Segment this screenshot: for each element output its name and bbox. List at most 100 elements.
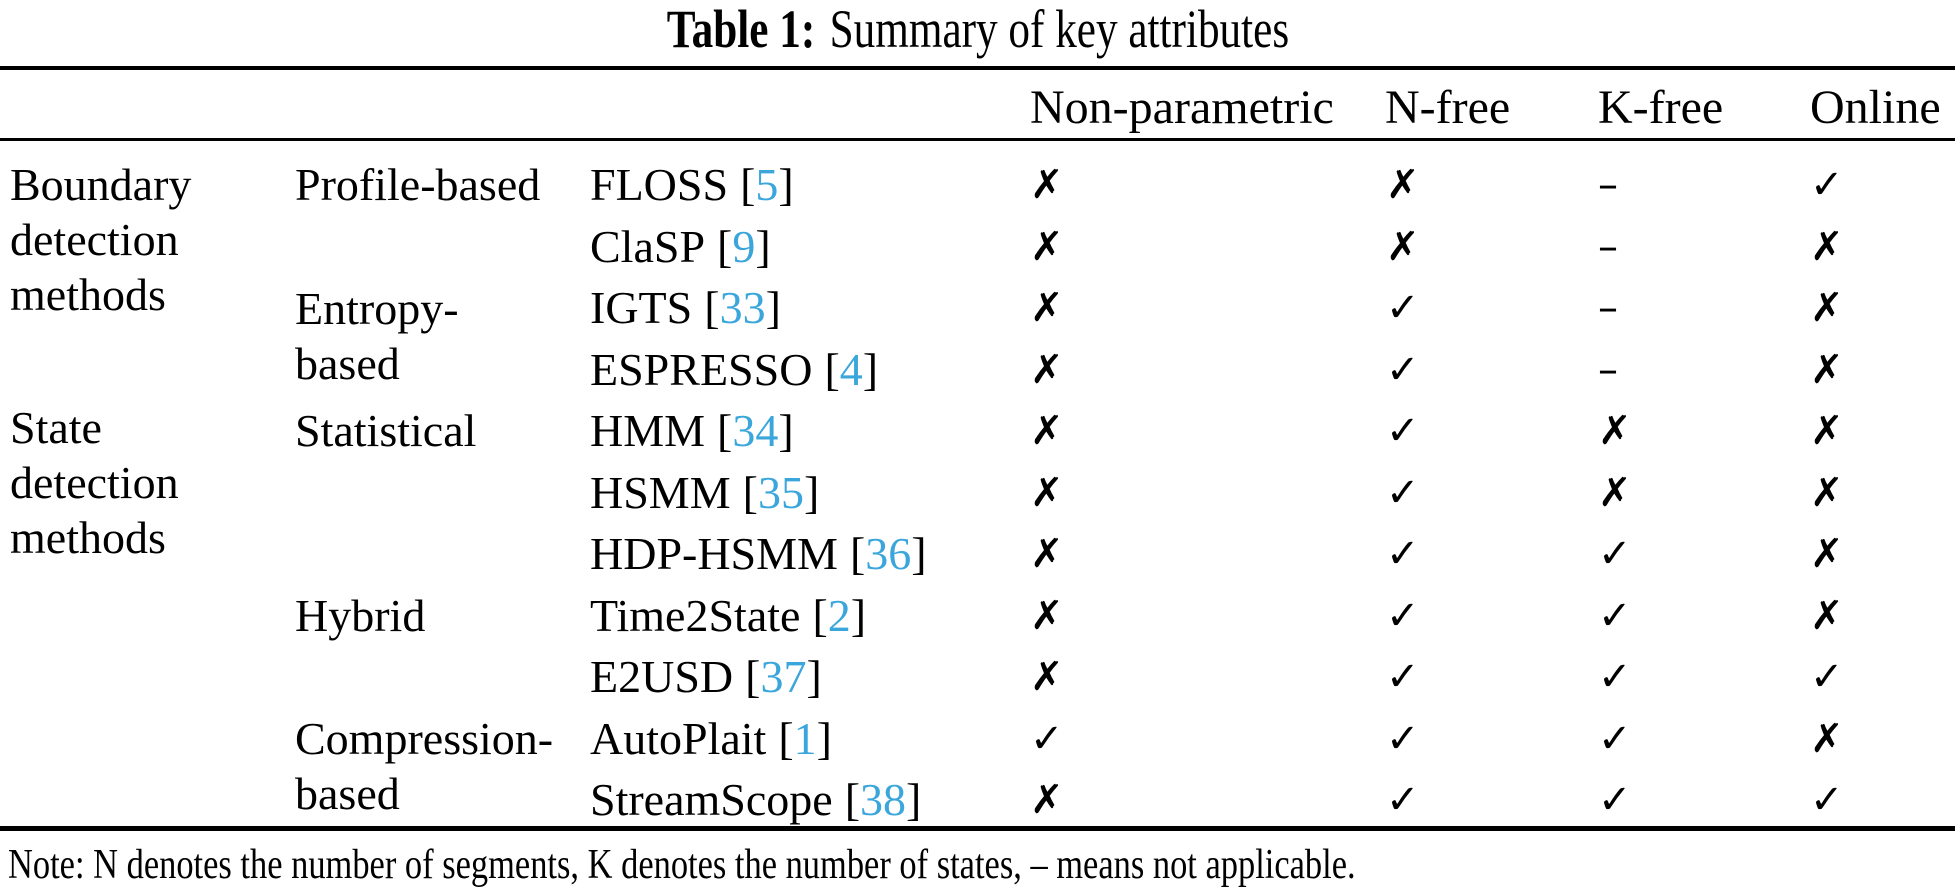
table-caption-text: Summary of key attributes [829,0,1289,59]
method-label: Time2State [590,590,801,641]
method-name: AutoPlait [1] [590,708,832,770]
cell-n-free: ✗ [1386,162,1420,208]
row-group-boundary-detection: Boundary detection methods [10,157,191,322]
method-name: ClaSP [9] [590,216,771,278]
group-label-line: detection [10,457,179,508]
method-name: StreamScope [38] [590,769,921,831]
cell-k-free: ✓ [1598,593,1632,639]
cell-n-free: ✓ [1386,654,1420,700]
cell-n-free: ✓ [1386,716,1420,762]
cite-bracket: [ [812,590,828,641]
citation-link[interactable]: 9 [732,221,756,272]
cite-bracket: ] [850,590,867,641]
table-row: ESPRESSO [4] ✗ ✓ – ✗ [0,339,1955,401]
cell-online: ✗ [1810,347,1844,393]
cell-non-parametric: ✗ [1030,224,1064,270]
table-row: HDP-HSMM [36] ✗ ✓ ✓ ✗ [0,523,1955,585]
cell-non-parametric: ✗ [1030,408,1064,454]
cite-bracket: ] [816,713,832,764]
cell-online: ✓ [1810,162,1844,208]
citation-link[interactable]: 33 [719,282,766,333]
citation-link[interactable]: 4 [839,344,863,395]
category-label-line: Entropy- [295,283,459,334]
cell-k-free: ✓ [1598,716,1632,762]
cite-bracket: [ [824,344,840,395]
cell-non-parametric: ✗ [1030,593,1064,639]
cell-online: ✗ [1810,716,1844,762]
cell-k-free: ✓ [1598,531,1632,577]
table-row: AutoPlait [1] ✓ ✓ ✓ ✗ [0,708,1955,770]
cite-bracket: [ [717,405,733,456]
method-label: HMM [590,405,706,456]
cite-bracket: [ [740,159,756,210]
top-rule [0,66,1955,70]
column-header-non-parametric: Non-parametric [1030,81,1334,134]
cell-n-free: ✓ [1386,470,1420,516]
table-row: Time2State [2] ✗ ✓ ✓ ✗ [0,585,1955,647]
cite-bracket: [ [717,221,733,272]
cite-bracket: ] [778,159,794,210]
method-name: FLOSS [5] [590,154,794,216]
cell-non-parametric: ✗ [1030,531,1064,577]
method-label: FLOSS [590,159,729,210]
category-label-line: Profile-based [295,159,541,210]
citation-link[interactable]: 2 [827,590,851,641]
cite-bracket: [ [844,774,861,825]
cite-bracket: ] [778,405,794,456]
citation-link[interactable]: 37 [760,651,807,702]
method-name: HDP-HSMM [36] [590,523,927,585]
method-label: HSMM [590,467,731,518]
method-label: AutoPlait [590,713,767,764]
method-label: ESPRESSO [590,344,813,395]
cell-non-parametric: ✗ [1030,285,1064,331]
cell-non-parametric: ✗ [1030,654,1064,700]
cite-bracket: [ [745,651,761,702]
cell-n-free: ✓ [1386,777,1420,823]
citation-link[interactable]: 34 [732,405,779,456]
cell-k-free: ✗ [1598,408,1632,454]
cell-online: ✗ [1810,408,1844,454]
citation-link[interactable]: 5 [755,159,779,210]
category-entropy-based: Entropy- based [295,281,459,391]
column-header-n-free: N-free [1385,81,1511,134]
citation-link[interactable]: 38 [860,774,907,825]
method-name: HSMM [35] [590,462,819,524]
method-label: HDP-HSMM [590,528,838,579]
category-label-line: based [295,338,400,389]
group-label-line: methods [10,512,166,563]
citation-link[interactable]: 35 [757,467,804,518]
group-label-line: State [10,402,102,453]
cell-non-parametric: ✓ [1030,716,1064,762]
cell-online: ✓ [1810,777,1844,823]
group-label-line: detection [10,214,179,265]
table-row: StreamScope [38] ✗ ✓ ✓ ✓ [0,769,1955,831]
cell-k-free: ✓ [1598,777,1632,823]
table-row: HSMM [35] ✗ ✓ ✗ ✗ [0,462,1955,524]
column-header-online: Online [1810,81,1941,134]
cite-bracket: [ [742,467,758,518]
cite-bracket: [ [778,713,794,764]
cell-k-free: – [1598,224,1618,270]
citation-link[interactable]: 1 [793,713,817,764]
category-compression-based: Compression- based [295,711,553,821]
cell-non-parametric: ✗ [1030,162,1064,208]
cell-k-free: – [1598,162,1618,208]
cell-n-free: ✓ [1386,347,1420,393]
table-caption: Table 1: Summary of key attributes [0,0,1955,59]
method-label: StreamScope [590,774,833,825]
cell-n-free: ✓ [1386,285,1420,331]
group-label-line: Boundary [10,159,192,210]
table-row: IGTS [33] ✗ ✓ – ✗ [0,277,1955,339]
table-row: FLOSS [5] ✗ ✗ – ✓ [0,154,1955,216]
row-group-state-detection: State detection methods [10,400,179,565]
group-label-line: methods [10,269,166,320]
cell-n-free: ✓ [1386,593,1420,639]
method-name: ESPRESSO [4] [590,339,878,401]
header-row: Non-parametric N-free K-free Online [0,78,1955,138]
category-statistical: Statistical [295,400,476,462]
column-header-k-free: K-free [1598,81,1724,134]
table-caption-number: Table 1: [666,0,815,59]
table-row: HMM [34] ✗ ✓ ✗ ✗ [0,400,1955,462]
category-label-line: based [295,768,400,819]
citation-link[interactable]: 36 [865,528,912,579]
